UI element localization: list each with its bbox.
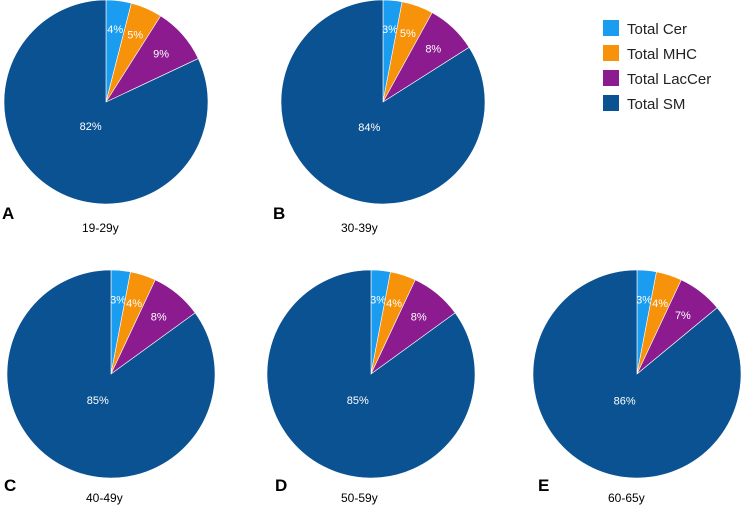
slice-label-c-2: 8% xyxy=(151,311,167,323)
slice-label-c-0: 3% xyxy=(110,294,126,306)
legend-label-total-mhc: Total MHC xyxy=(627,46,697,63)
slice-label-c-3: 85% xyxy=(87,395,109,407)
slice-label-b-2: 8% xyxy=(425,43,441,55)
slice-label-d-2: 8% xyxy=(411,311,427,323)
age-group-label-c: 40-49y xyxy=(86,491,123,505)
slice-label-a-3: 82% xyxy=(80,121,102,133)
panel-letter-a: A xyxy=(2,204,14,223)
legend-swatch-total-sm xyxy=(603,95,619,111)
slice-label-d-0: 3% xyxy=(370,294,386,306)
pie-panel-a: 4% 5% 9% 82% A 19-29y xyxy=(2,0,209,235)
pie-slice-a-total-sm xyxy=(3,0,209,205)
legend-label-total-laccer: Total LacCer xyxy=(627,71,711,88)
slice-label-a-0: 4% xyxy=(107,24,123,36)
slice-label-b-1: 5% xyxy=(400,28,416,40)
slice-label-d-1: 4% xyxy=(386,298,402,310)
age-group-label-a: 19-29y xyxy=(82,221,119,235)
pie-slice-e-total-sm xyxy=(532,269,742,479)
legend-swatch-total-mhc xyxy=(603,45,619,61)
slice-label-b-3: 84% xyxy=(358,122,380,134)
slice-label-e-2: 7% xyxy=(675,310,691,322)
slice-label-e-3: 86% xyxy=(614,395,636,407)
legend-label-total-sm: Total SM xyxy=(627,96,685,113)
pie-slice-b-total-sm xyxy=(280,0,486,205)
panel-letter-c: C xyxy=(4,476,16,495)
age-group-label-d: 50-59y xyxy=(341,491,378,505)
pie-panel-e: 3% 4% 7% 86% E 60-65y xyxy=(532,269,742,505)
panel-letter-b: B xyxy=(273,204,285,223)
slice-label-e-1: 4% xyxy=(652,298,668,310)
slice-label-a-1: 5% xyxy=(127,30,143,42)
pie-panel-c: 3% 4% 8% 85% C 40-49y xyxy=(4,269,216,505)
slice-label-a-2: 9% xyxy=(153,48,169,60)
legend-label-total-cer: Total Cer xyxy=(627,21,687,38)
pie-panel-d: 3% 4% 8% 85% D 50-59y xyxy=(266,269,476,505)
legend-swatch-total-laccer xyxy=(603,70,619,86)
panel-letter-e: E xyxy=(538,476,549,495)
panel-letter-d: D xyxy=(275,476,287,495)
slice-label-b-0: 3% xyxy=(382,24,398,36)
age-group-label-e: 60-65y xyxy=(608,491,645,505)
pie-panel-b: 3% 5% 8% 84% B 30-39y xyxy=(273,0,486,235)
slice-label-e-0: 3% xyxy=(636,294,652,306)
slice-label-c-1: 4% xyxy=(126,298,142,310)
legend-swatch-total-cer xyxy=(603,20,619,36)
pie-slice-d-total-sm xyxy=(266,269,476,479)
legend: Total Cer Total MHC Total LacCer Total SM xyxy=(603,20,711,113)
age-group-label-b: 30-39y xyxy=(341,221,378,235)
slice-label-d-3: 85% xyxy=(347,395,369,407)
pie-slice-c-total-sm xyxy=(6,269,216,479)
